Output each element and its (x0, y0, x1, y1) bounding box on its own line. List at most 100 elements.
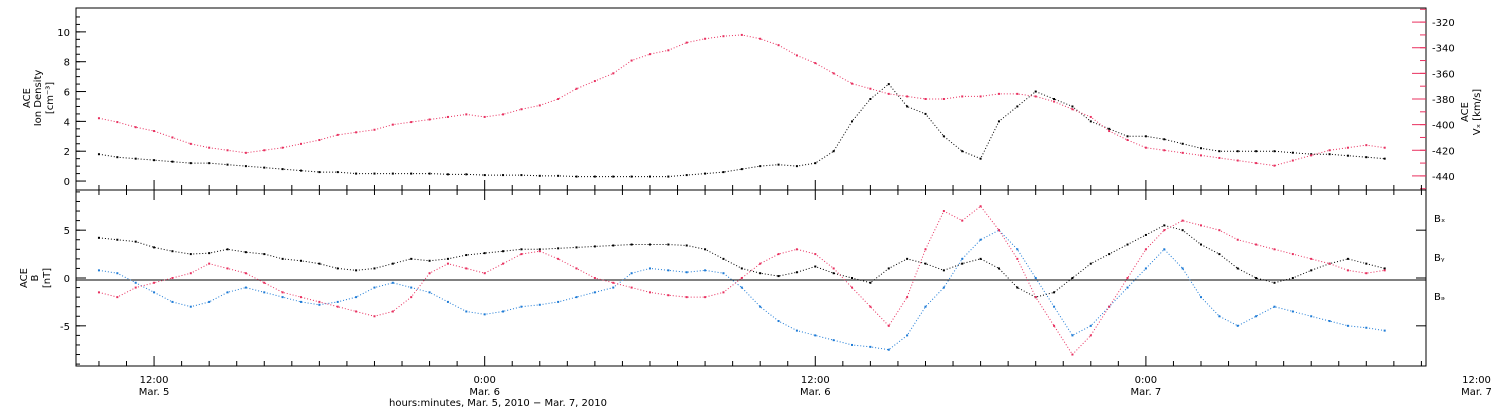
data-point (1034, 95, 1037, 98)
data-point (961, 150, 964, 153)
data-point (1236, 324, 1239, 327)
data-point (336, 267, 339, 270)
data-point (1126, 277, 1129, 279)
data-point (667, 175, 670, 178)
data-point (997, 229, 1000, 232)
data-point (153, 130, 156, 133)
data-point (869, 98, 872, 100)
data-point (1053, 305, 1056, 308)
data-point (428, 291, 431, 294)
data-point (777, 44, 780, 47)
data-point (502, 250, 505, 253)
data-point (502, 262, 505, 265)
data-point (906, 296, 909, 299)
data-point (759, 37, 762, 40)
data-point (1163, 229, 1166, 232)
bottom-panel-frame (75, 189, 1427, 367)
data-point (465, 254, 468, 257)
data-point (777, 163, 780, 166)
data-point (244, 286, 247, 289)
data-point (483, 313, 486, 316)
data-point (1163, 224, 1166, 227)
data-point (1108, 130, 1111, 133)
data-point (795, 248, 798, 251)
data-point (612, 175, 615, 178)
x-tick-label-time: 12:00 (140, 375, 169, 386)
data-point (355, 269, 358, 272)
data-point (961, 219, 964, 222)
data-point (244, 272, 247, 275)
data-point (116, 156, 119, 159)
data-point (1310, 315, 1313, 318)
data-point (465, 267, 468, 270)
data-point (1181, 229, 1184, 232)
data-point (1383, 269, 1386, 272)
series-0-0 (97, 83, 1386, 178)
data-point (942, 135, 945, 138)
data-point (263, 253, 266, 256)
top-right-ylabel-line1: ACE (1460, 102, 1471, 122)
top-right-tick-label: -340 (1432, 44, 1455, 55)
data-point (997, 120, 1000, 123)
data-point (263, 149, 266, 152)
bottom-left-axis: -5 0 5 (60, 191, 1426, 365)
data-point (281, 146, 284, 149)
x-tick-label-date: Mar. 6 (469, 387, 500, 398)
data-point (630, 175, 633, 178)
data-point (171, 160, 174, 163)
data-point (410, 121, 413, 124)
data-point (832, 267, 835, 270)
data-point (630, 243, 633, 246)
top-left-tick-label: 8 (64, 58, 70, 69)
data-point (1291, 310, 1294, 313)
data-point (1310, 269, 1313, 272)
data-point (300, 142, 302, 145)
data-point (171, 277, 174, 279)
data-point (685, 174, 688, 177)
data-point (226, 267, 229, 270)
data-point (961, 262, 964, 265)
data-point (630, 286, 633, 289)
data-point (1365, 326, 1368, 329)
data-point (1255, 243, 1258, 246)
data-point (502, 113, 505, 116)
data-point (1218, 229, 1221, 232)
data-point (281, 168, 284, 171)
data-point (630, 272, 633, 275)
data-point (887, 83, 890, 86)
data-point (538, 303, 541, 306)
data-point (869, 281, 872, 284)
bottom-left-tick-label: 5 (64, 226, 70, 237)
data-point (759, 272, 762, 275)
data-point (612, 281, 615, 284)
bottom-left-ylabel-line1: ACE (19, 268, 30, 288)
data-point (557, 174, 560, 177)
data-point (612, 244, 615, 247)
data-point (1016, 248, 1019, 251)
data-point (97, 153, 100, 156)
data-point (502, 310, 505, 313)
data-point (667, 243, 670, 246)
data-point (538, 104, 541, 107)
data-point (1328, 262, 1331, 265)
data-point (263, 166, 266, 169)
data-point (869, 345, 872, 348)
data-point (116, 272, 119, 275)
data-point (777, 253, 780, 256)
data-point (648, 175, 651, 178)
top-left-tick-label: 4 (64, 117, 70, 128)
data-point (795, 329, 798, 332)
data-point (1034, 90, 1037, 93)
data-point (869, 87, 872, 90)
data-point (1383, 146, 1386, 149)
data-point (1291, 151, 1294, 154)
data-point (1291, 277, 1294, 279)
bottom-left-ylabel-line2: B (30, 274, 41, 281)
data-point (1144, 267, 1147, 270)
data-point (1200, 154, 1202, 157)
data-point (740, 168, 743, 171)
data-point (226, 291, 229, 294)
data-point (1053, 100, 1056, 103)
data-point (759, 262, 762, 265)
data-point (300, 296, 302, 299)
